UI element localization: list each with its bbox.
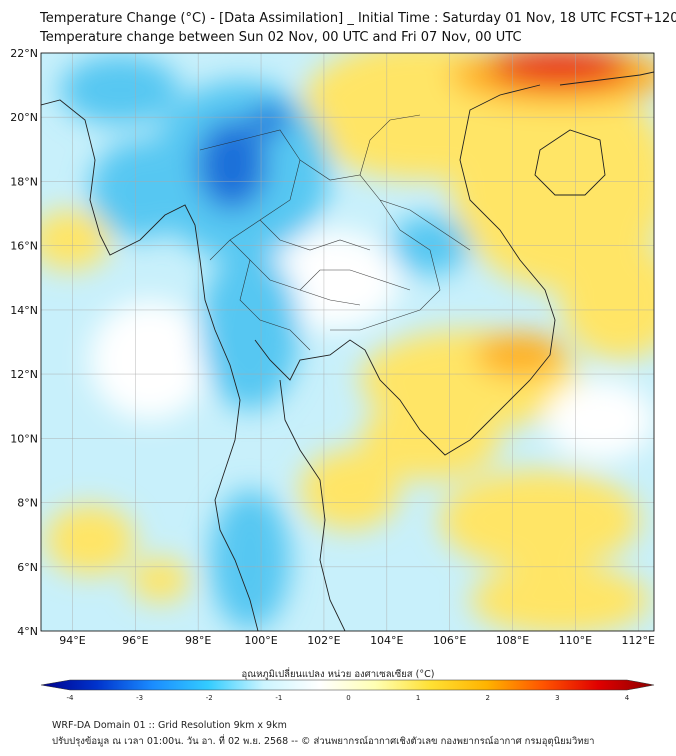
colorbar-ticks: -4 -3 -2 -1 0 1 2 3 4 [67, 694, 630, 702]
colorbar-label: อุณหภูมิเปลี่ยนแปลง หน่วย องศาเซลเซียส (… [241, 669, 435, 680]
lon-label: 108°E [496, 634, 529, 647]
lat-label: 16°N [10, 240, 38, 253]
map-frame [40, 52, 655, 632]
lat-label: 6°N [17, 561, 38, 574]
colorbar-tick-label: 4 [625, 694, 630, 702]
colorbar: -4 -3 -2 -1 0 1 2 3 4 [40, 679, 655, 702]
lon-label: 96°E [122, 634, 148, 647]
lat-label: 12°N [10, 368, 38, 381]
lon-label: 94°E [59, 634, 85, 647]
lon-label: 100°E [244, 634, 277, 647]
lon-label: 112°E [622, 634, 655, 647]
colorbar-tick-label: -2 [206, 694, 213, 702]
footer-model-info: WRF-DA Domain 01 :: Grid Resolution 9km … [52, 720, 287, 731]
map-title: Temperature Change (°C) - [Data Assimila… [40, 11, 676, 26]
lon-label: 104°E [370, 634, 403, 647]
colorbar-tick-label: -4 [67, 694, 75, 702]
colorbar-tick-label: -1 [275, 694, 282, 702]
lon-label: 110°E [559, 634, 592, 647]
lat-label: 14°N [10, 304, 38, 317]
graticule [41, 53, 654, 631]
latitude-labels: 22°N 20°N 18°N 16°N 14°N 12°N 10°N 8°N 6°N 4°N [10, 47, 38, 638]
lat-label: 8°N [17, 497, 38, 510]
longitude-labels: 94°E 96°E 98°E 100°E 102°E 104°E 106°E 108°E 110… [59, 634, 655, 647]
lon-label: 98°E [185, 634, 211, 647]
colorbar-tick-label: 1 [416, 694, 420, 702]
lon-label: 102°E [307, 634, 340, 647]
map-subtitle: Temperature change between Sun 02 Nov, 0… [40, 30, 522, 45]
lat-label: 18°N [10, 175, 38, 188]
colorbar-tick-label: 3 [555, 694, 559, 702]
colorbar-tick-label: -3 [136, 694, 143, 702]
colorbar-tick-label: 2 [486, 694, 490, 702]
lat-label: 20°N [10, 111, 38, 124]
admin-borders [199, 114, 471, 351]
temperature-field [41, 53, 654, 631]
lon-label: 106°E [433, 634, 466, 647]
footer-credit: ปรับปรุงข้อมูล ณ เวลา 01:00น. วัน อา. ที… [52, 736, 595, 747]
lat-label: 22°N [10, 47, 38, 60]
lat-label: 10°N [10, 432, 38, 445]
colorbar-bar [40, 679, 655, 691]
coastlines [41, 71, 654, 631]
lat-label: 4°N [17, 625, 38, 638]
colorbar-tick-label: 0 [346, 694, 350, 702]
